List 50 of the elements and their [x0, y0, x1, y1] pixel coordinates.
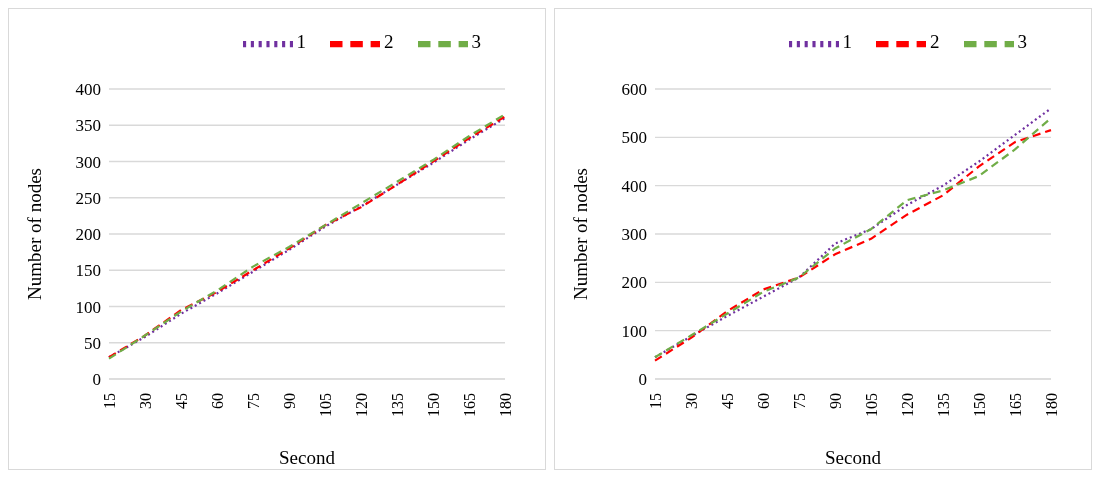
x-tick-label: 45 [718, 393, 736, 409]
y-tick-label: 100 [621, 321, 647, 341]
x-tick-label: 105 [316, 393, 334, 417]
x-axis-title: Second [279, 447, 336, 468]
legend-label: 3 [1017, 31, 1027, 53]
x-tick-label: 120 [352, 393, 370, 417]
y-tick-label: 50 [84, 333, 101, 353]
y-tick-label: 200 [621, 273, 647, 293]
x-tick-label: 30 [682, 393, 700, 409]
x-tick-label: 60 [754, 393, 772, 409]
y-axis-title: Number of nodes [569, 168, 591, 300]
x-tick-label: 150 [424, 393, 442, 417]
y-tick-label: 250 [75, 188, 101, 208]
x-tick-label: 150 [970, 393, 988, 417]
legend-label: 3 [471, 31, 481, 53]
legend-label: 2 [930, 31, 940, 53]
legend-label: 1 [842, 31, 852, 53]
x-axis-title: Second [825, 447, 882, 468]
legend-label: 1 [296, 31, 306, 53]
x-tick-label: 15 [646, 393, 664, 409]
y-tick-label: 300 [75, 152, 101, 172]
x-tick-label: 75 [790, 393, 808, 409]
y-tick-label: 500 [621, 128, 647, 148]
y-tick-label: 400 [621, 176, 647, 196]
y-tick-label: 200 [75, 225, 101, 245]
x-tick-label: 15 [100, 393, 118, 409]
y-tick-label: 350 [75, 116, 101, 136]
x-tick-label: 75 [244, 393, 262, 409]
y-tick-label: 400 [75, 80, 101, 100]
legend-label: 2 [384, 31, 394, 53]
x-tick-label: 105 [862, 393, 880, 417]
x-tick-label: 60 [208, 393, 226, 409]
y-tick-label: 300 [621, 225, 647, 245]
x-tick-label: 90 [280, 393, 298, 409]
x-tick-label: 90 [826, 393, 844, 409]
x-tick-label: 120 [898, 393, 916, 417]
y-axis-title: Number of nodes [23, 168, 45, 300]
y-tick-label: 600 [621, 80, 647, 100]
x-tick-label: 180 [496, 393, 514, 417]
y-tick-label: 150 [75, 261, 101, 281]
x-tick-label: 30 [136, 393, 154, 409]
x-tick-label: 180 [1042, 393, 1060, 417]
y-tick-label: 100 [75, 297, 101, 317]
y-tick-label: 0 [92, 370, 101, 390]
x-tick-label: 135 [388, 393, 406, 417]
x-tick-label: 135 [934, 393, 952, 417]
y-tick-label: 0 [638, 370, 647, 390]
x-tick-label: 165 [1006, 393, 1024, 417]
x-tick-label: 45 [172, 393, 190, 409]
x-tick-label: 165 [460, 393, 478, 417]
